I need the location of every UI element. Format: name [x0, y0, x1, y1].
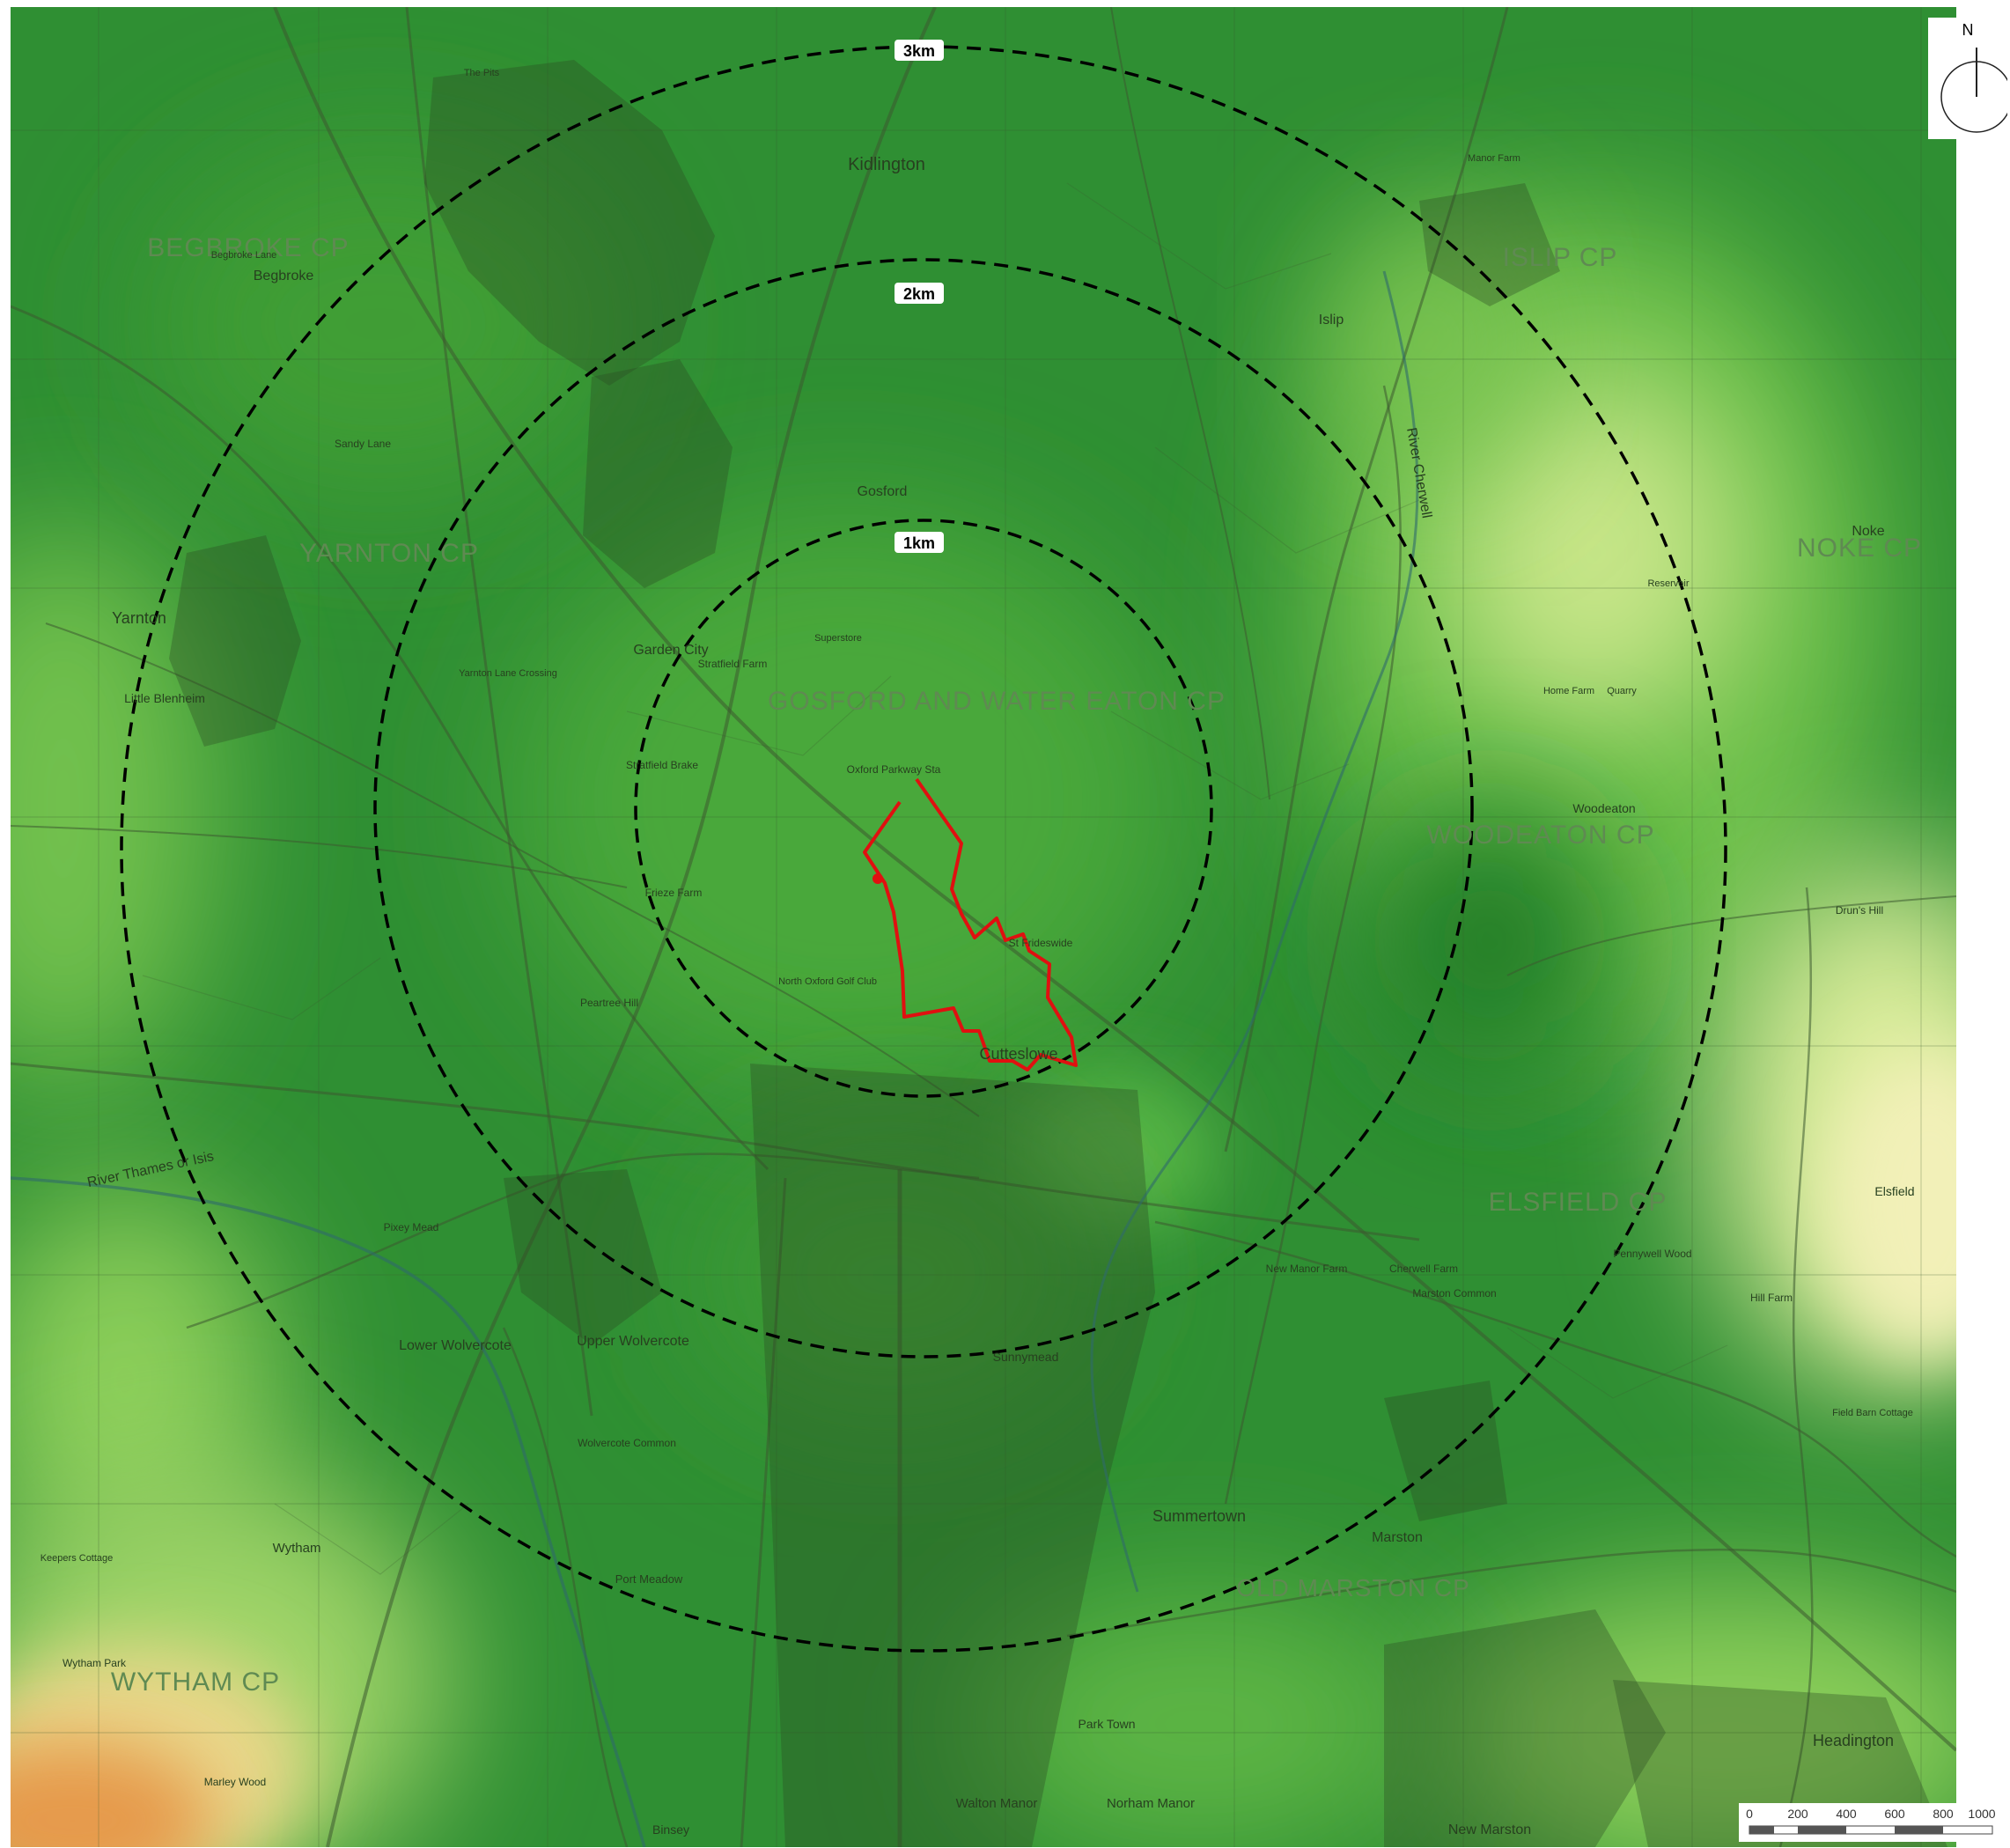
scale-tick-800: 800 [1933, 1807, 1954, 1821]
label-wytham-park: Wytham Park [63, 1657, 127, 1669]
label-noke: Noke [1852, 524, 1884, 539]
ring-1km [634, 519, 1213, 1098]
scale-bar-graphic [1749, 1825, 1993, 1835]
terrain-map[interactable]: 3km 2km 1km BEGBROKE CP YARNTON CP GOSFO… [11, 7, 1956, 1847]
road-network [11, 7, 1956, 1847]
label-elsfield: Elsfield [1874, 1184, 1914, 1198]
ring-labels: 3km 2km 1km [895, 40, 944, 553]
label-pennywell-wood: Pennywell Wood [1613, 1248, 1691, 1260]
label-stratfield-brake: Stratfield Brake [626, 759, 698, 771]
label-frieze-farm: Frieze Farm [645, 887, 703, 899]
scale-bar: 0 200 400 600 800 1000 [1739, 1803, 1999, 1842]
label-new-marston: New Marston [1448, 1822, 1531, 1837]
scale-tick-400: 400 [1836, 1807, 1857, 1821]
site-access-marker [872, 873, 883, 884]
parish-old-marston: OLD MARSTON CP [1236, 1574, 1470, 1601]
parish-islip: ISLIP CP [1503, 243, 1618, 272]
label-oxford-parkway: Oxford Parkway Sta [847, 763, 941, 776]
ring-1km-label: 1km [903, 534, 935, 552]
label-manor-farm: Manor Farm [1468, 153, 1520, 164]
label-peartree-hill: Peartree Hill [580, 997, 638, 1009]
label-home-farm: Home Farm [1543, 686, 1594, 696]
label-superstore: Superstore [814, 633, 862, 644]
label-north-oxford-golf: North Oxford Golf Club [778, 976, 877, 987]
label-upper-wolvercote: Upper Wolvercote [577, 1334, 689, 1349]
parish-elsfield: ELSFIELD CP [1489, 1188, 1668, 1217]
scale-tick-600: 600 [1884, 1807, 1905, 1821]
label-pixey-mead: Pixey Mead [384, 1221, 439, 1233]
label-wytham: Wytham [273, 1541, 321, 1556]
label-gosford: Gosford [858, 484, 908, 499]
label-the-pits: The Pits [464, 68, 500, 78]
map-canvas[interactable]: 3km 2km 1km BEGBROKE CP YARNTON CP GOSFO… [11, 7, 1956, 1847]
label-yarnton-lane-crossing: Yarnton Lane Crossing [459, 668, 557, 679]
built-up-areas [169, 60, 1947, 1847]
scale-tick-0: 0 [1746, 1807, 1753, 1821]
ring-2km [373, 258, 1474, 1358]
label-marston: Marston [1372, 1530, 1423, 1545]
label-headington: Headington [1813, 1732, 1894, 1749]
scale-tick-200: 200 [1787, 1807, 1808, 1821]
label-wolvercote-common: Wolvercote Common [578, 1437, 676, 1449]
label-little-blenheim: Little Blenheim [124, 691, 205, 705]
parish-gosford: GOSFORD AND WATER EATON CP [768, 687, 1226, 716]
label-sandy-lane: Sandy Lane [335, 438, 391, 450]
label-marley-wood: Marley Wood [204, 1776, 266, 1788]
parish-begbroke: BEGBROKE CP [147, 233, 349, 262]
label-kidlington: Kidlington [848, 155, 925, 174]
label-new-manor-farm: New Manor Farm [1266, 1263, 1348, 1275]
field-boundaries [11, 7, 1956, 1847]
label-quarry: Quarry [1607, 686, 1637, 696]
label-binsey: Binsey [652, 1822, 689, 1837]
parish-yarnton: YARNTON CP [299, 539, 479, 568]
label-sunnymead: Sunnymead [993, 1350, 1059, 1364]
north-arrow-icon [1940, 48, 2007, 133]
label-hill-farm: Hill Farm [1750, 1292, 1793, 1304]
parish-woodeaton: WOODEATON CP [1426, 821, 1654, 850]
label-st-frideswide: St Frideswide [1009, 937, 1073, 949]
parish-labels: BEGBROKE CP YARNTON CP GOSFORD AND WATER… [111, 233, 1922, 1697]
site-boundary[interactable] [863, 777, 1078, 1071]
label-begbroke: Begbroke [254, 269, 314, 283]
label-summertown: Summertown [1152, 1507, 1246, 1525]
scale-tick-1000: 1000 [1968, 1807, 1996, 1821]
label-field-barn-cottage: Field Barn Cottage [1832, 1408, 1913, 1418]
label-lower-wolvercote: Lower Wolvercote [399, 1338, 512, 1353]
ring-2km-label: 2km [903, 285, 935, 303]
north-letter: N [1962, 21, 1974, 39]
label-port-meadow: Port Meadow [615, 1572, 683, 1586]
label-norham-manor: Norham Manor [1107, 1796, 1195, 1811]
label-keepers-cottage: Keepers Cottage [40, 1553, 114, 1564]
label-walton-manor: Walton Manor [956, 1796, 1038, 1811]
label-stratfield-farm: Stratfield Farm [698, 658, 768, 670]
label-begbroke-lane: Begbroke Lane [211, 250, 277, 261]
label-park-town: Park Town [1078, 1717, 1135, 1731]
ring-3km-label: 3km [903, 42, 935, 60]
north-arrow: N [1928, 18, 2007, 139]
label-cutteslowe: Cutteslowe [979, 1045, 1057, 1063]
label-garden-city: Garden City [633, 643, 708, 658]
label-yarnton: Yarnton [112, 609, 166, 627]
parish-wytham: WYTHAM CP [111, 1668, 280, 1697]
label-islip: Islip [1319, 313, 1344, 328]
label-druns-hill: Drun's Hill [1836, 904, 1883, 917]
terrain-shading [11, 148, 1956, 1847]
label-reservoir: Reservoir [1647, 578, 1689, 589]
label-woodeaton: Woodeaton [1572, 801, 1635, 815]
label-marston-common: Marston Common [1412, 1287, 1496, 1299]
label-cherwell-farm: Cherwell Farm [1389, 1263, 1458, 1275]
parish-noke: NOKE CP [1797, 534, 1922, 563]
